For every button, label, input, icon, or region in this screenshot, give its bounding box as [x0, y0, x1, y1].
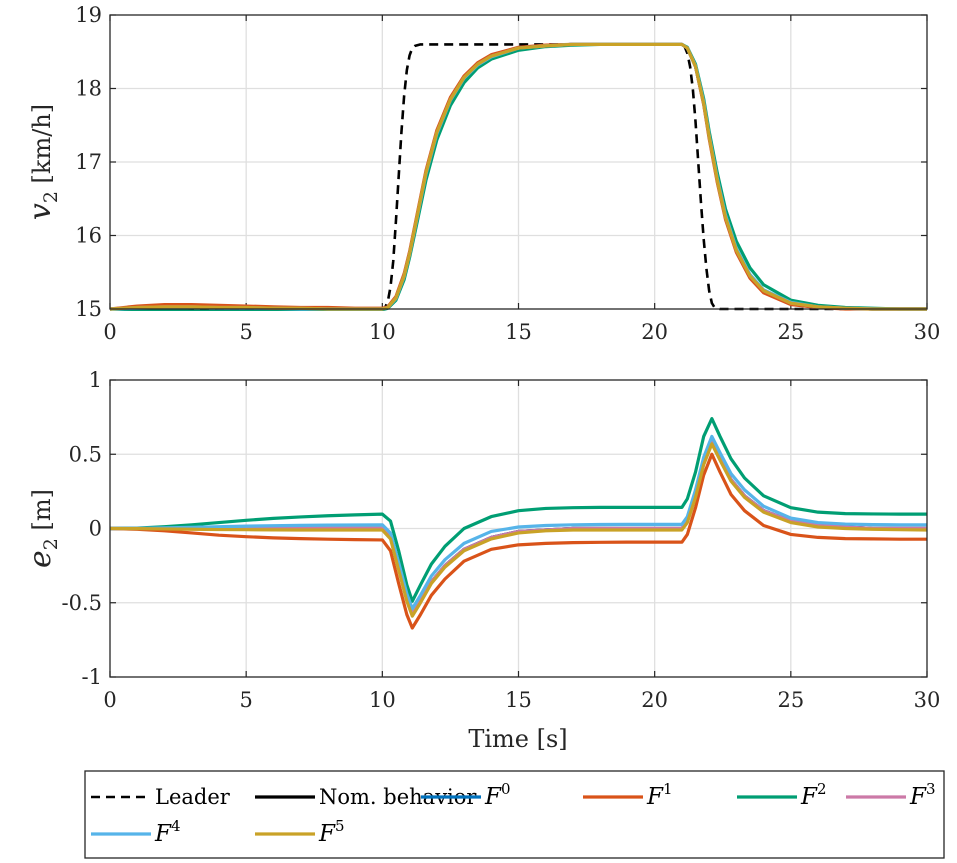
y-tick-label: -1 — [82, 665, 102, 689]
legend-box — [84, 770, 945, 859]
y-tick-label: 19 — [75, 3, 102, 27]
x-tick-label: 10 — [369, 320, 396, 344]
legend-entry: F4 — [91, 817, 181, 847]
y-tick-label: 16 — [75, 224, 102, 248]
series-line-f2 — [110, 417, 927, 603]
y-tick-label: 18 — [75, 77, 102, 101]
y-tick-label: 0.5 — [69, 442, 102, 466]
legend-label: F0 — [484, 780, 511, 810]
x-tick-label: 20 — [641, 320, 668, 344]
series-line-leader — [110, 43, 927, 311]
x-tick-label: 25 — [777, 320, 804, 344]
y-tick-label: 0 — [89, 517, 102, 541]
x-tick-label: 0 — [103, 688, 116, 712]
error-panel: 0 5 10 15 20 25 30 -1 -0.5 0 0.5 1 e2 [m] — [23, 368, 940, 712]
y-tick-label: 1 — [89, 368, 102, 392]
x-tick-label: 10 — [369, 688, 396, 712]
y-tick-label: -0.5 — [62, 591, 103, 615]
x-tick-label: 5 — [239, 688, 252, 712]
legend-label: F2 — [800, 780, 827, 810]
x-tick-label: 0 — [103, 320, 116, 344]
x-tick-label: 20 — [641, 688, 668, 712]
x-axis-label: Time [s] — [468, 725, 567, 753]
legend-entry: F3 — [846, 780, 936, 810]
y-axis-label: e2 [m] — [23, 489, 62, 568]
x-tick-label: 15 — [505, 320, 532, 344]
axes-frame — [109, 14, 928, 310]
y-tick-label: 17 — [75, 150, 102, 174]
legend-entry: Leader — [91, 785, 231, 809]
x-tick-label: 15 — [505, 688, 532, 712]
series-line-f1 — [110, 452, 927, 630]
axes-frame — [109, 379, 928, 678]
legend-entry: F1 — [583, 780, 673, 810]
legend-label: F4 — [154, 817, 181, 847]
legend-label: F3 — [909, 780, 936, 810]
x-tick-label: 30 — [914, 688, 941, 712]
series-line-f4 — [110, 434, 927, 611]
velocity-panel: 0 5 10 15 20 25 30 15 16 17 18 19 v2 [km/h] — [23, 3, 940, 344]
legend-label: F5 — [318, 817, 345, 847]
y-axis-label: v2 [km/h] — [23, 104, 62, 220]
series-line-f5 — [110, 442, 927, 618]
legend-label: F1 — [646, 780, 673, 810]
legend-label: Leader — [155, 785, 231, 809]
series-group — [110, 417, 927, 630]
x-tick-label: 25 — [777, 688, 804, 712]
legend-entry: F2 — [737, 780, 827, 810]
legend-entry: F5 — [255, 817, 345, 847]
legend-entry: F0 — [421, 780, 511, 810]
x-tick-label: 30 — [914, 320, 941, 344]
y-tick-label: 15 — [75, 297, 102, 321]
x-tick-label: 5 — [239, 320, 252, 344]
